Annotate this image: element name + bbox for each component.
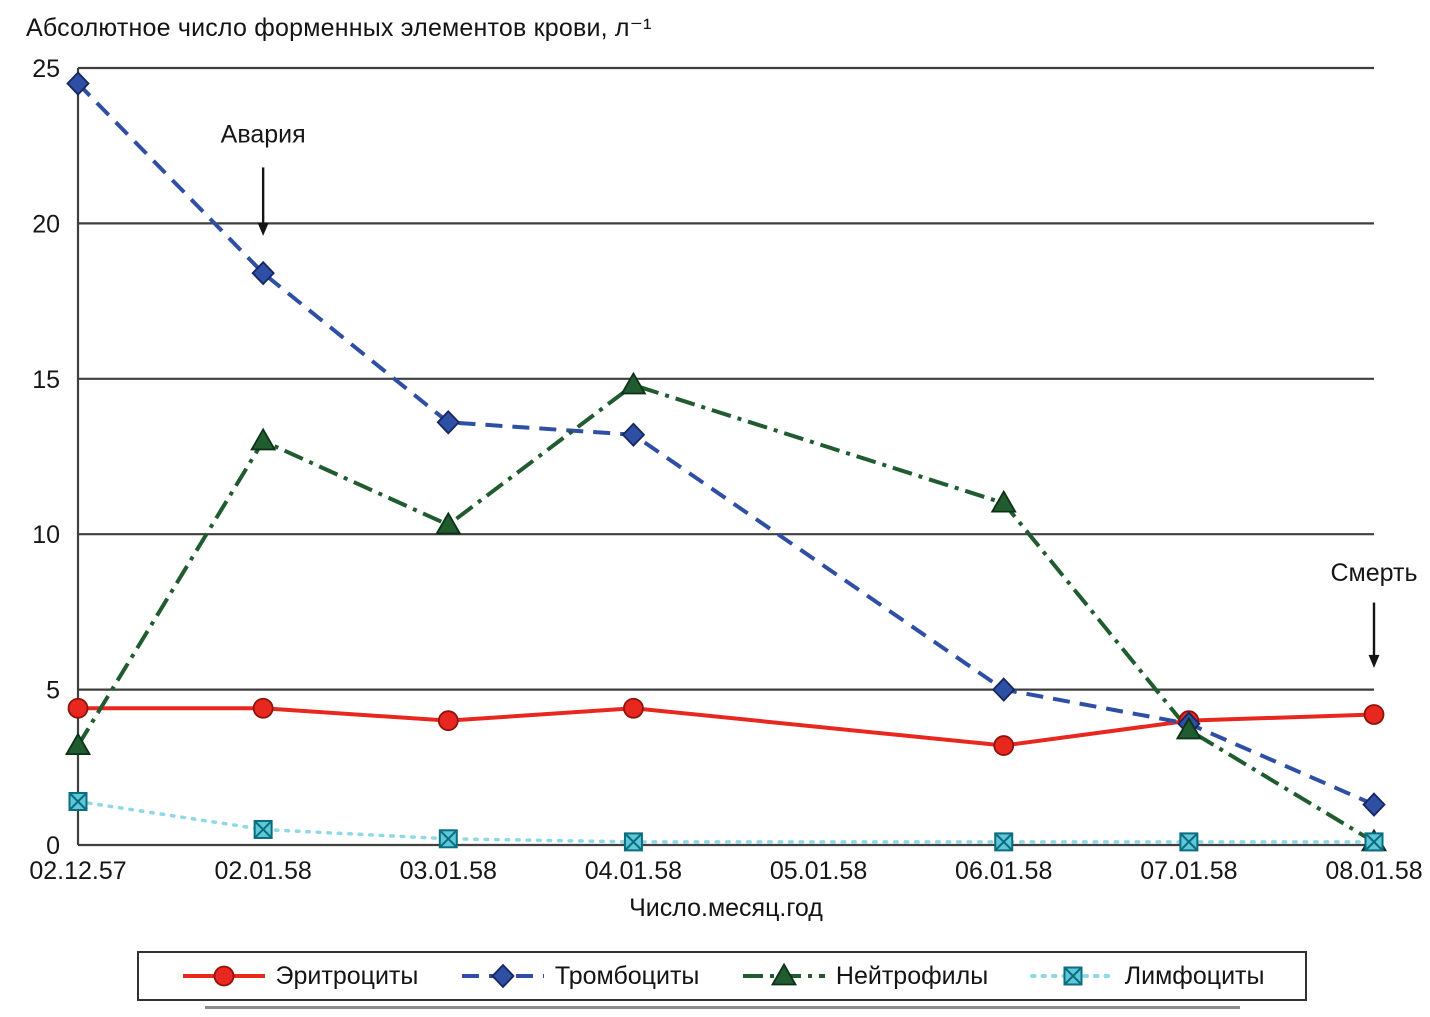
gridlines [76,66,1374,847]
series-line-0 [78,706,1375,748]
svg-text:08.01.58: 08.01.58 [1325,857,1422,885]
y-tick-labels: 0 5 10 15 20 25 [32,55,60,860]
svg-text:02.12.57: 02.12.57 [29,857,126,885]
annotation-1: Смерть [1331,559,1418,668]
svg-text:07.01.58: 07.01.58 [1140,857,1237,885]
svg-text:02.01.58: 02.01.58 [214,857,311,885]
svg-text:0: 0 [46,832,60,860]
series-markers-2 [64,371,1388,852]
legend-item-1: Тромбоциты [459,961,700,991]
xsquare-marker-icon [1029,966,1116,986]
legend-label: Тромбоциты [554,961,700,990]
annotation-0: Авария [221,121,306,236]
legend-item-3: Лимфоциты [1029,961,1265,991]
legend-label: Нейтрофилы [835,961,989,990]
series-markers-3 [68,791,1384,852]
svg-text:20: 20 [32,210,60,238]
legend-item-2: Нейтрофилы [740,962,988,991]
chart-title: Абсолютное число форменных элементов кро… [26,14,652,42]
series-line-2 [76,382,1376,844]
legend-item-0: Эритроциты [180,961,419,991]
diamond-marker-icon [461,963,544,989]
svg-text:Смерть: Смерть [1331,559,1418,587]
svg-text:5: 5 [46,677,60,705]
frame-bottom-line [205,1006,1240,1009]
svg-text:15: 15 [32,366,60,394]
x-tick-labels: 02.12.57 02.01.58 03.01.58 04.01.58 05.01.58… [29,857,1422,885]
x-axis-label: Число.месяц.год [629,894,823,922]
legend-label: Эритроциты [275,961,419,990]
triangle-marker-icon [742,962,825,986]
svg-text:03.01.58: 03.01.58 [400,857,497,885]
svg-text:05.01.58: 05.01.58 [770,857,867,885]
svg-text:Авария: Авария [221,121,306,149]
circle-marker-icon [182,965,265,987]
svg-text:10: 10 [32,521,60,549]
legend-label: Лимфоциты [1124,961,1265,990]
svg-text:25: 25 [32,55,60,83]
svg-text:04.01.58: 04.01.58 [585,857,682,885]
legend: Эритроциты Тромбоциты Нейтрофилы Лимфоциты [137,951,1307,1001]
svg-text:06.01.58: 06.01.58 [955,857,1052,885]
